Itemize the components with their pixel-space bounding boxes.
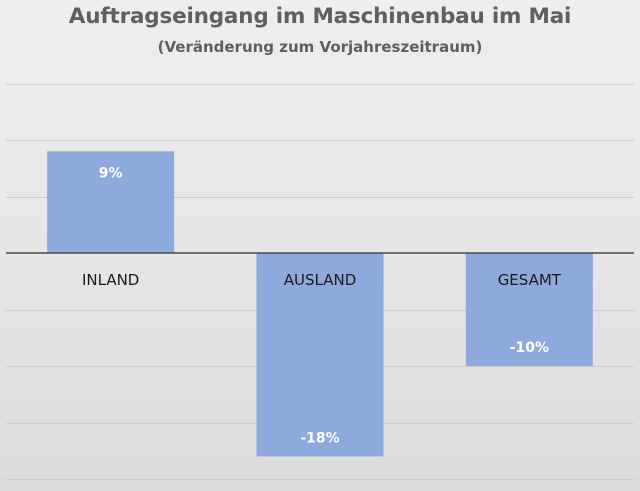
data-label: -10% xyxy=(510,340,549,356)
category-label: AUSLAND xyxy=(284,271,357,289)
bar-ausland xyxy=(256,253,384,457)
data-label: 9% xyxy=(99,165,123,181)
chart-title: Auftragseingang im Maschinenbau im Mai xyxy=(68,4,572,29)
category-label: GESAMT xyxy=(498,271,562,289)
bar-gesamt xyxy=(465,253,593,366)
chart-subtitle: (Veränderung zum Vorjahreszeitraum) xyxy=(157,38,483,56)
data-label: -18% xyxy=(300,430,339,446)
bar-inland xyxy=(47,151,175,253)
category-label: INLAND xyxy=(82,271,139,289)
